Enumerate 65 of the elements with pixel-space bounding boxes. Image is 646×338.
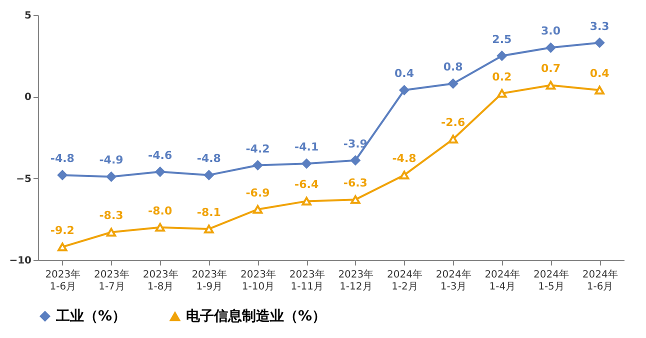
point bbox=[546, 80, 556, 90]
y-tick-label: 5 bbox=[24, 10, 32, 22]
legend-label: 电子信息制造业（%） bbox=[186, 308, 326, 324]
data-label: -9.2 bbox=[50, 224, 74, 237]
data-label: -6.3 bbox=[343, 176, 368, 190]
data-label: 2.5 bbox=[492, 32, 512, 46]
point bbox=[252, 205, 263, 214]
x-tick-label: 2023年 1-8月 bbox=[142, 268, 178, 292]
data-label: 3.3 bbox=[590, 20, 610, 33]
x-tick-label: 2024年 1-5月 bbox=[534, 268, 569, 292]
point bbox=[399, 170, 410, 180]
x-tick-label: 2023年 1-9月 bbox=[192, 268, 228, 292]
x-tick-label: 2023年 1-12月 bbox=[338, 268, 374, 292]
data-label: -4.8 bbox=[196, 152, 221, 166]
x-tick-label: 2023年 1-6月 bbox=[45, 268, 81, 292]
data-label: 0.2 bbox=[492, 70, 512, 84]
point bbox=[302, 158, 312, 169]
data-label: 3.0 bbox=[541, 24, 561, 38]
data-label: -8.0 bbox=[148, 204, 172, 218]
y-tick-label: 0 bbox=[24, 92, 32, 104]
data-label: -6.4 bbox=[294, 178, 319, 192]
x-tick-label: 2024年 1-2月 bbox=[387, 268, 422, 292]
x-tick-label: 2023年 1-11月 bbox=[289, 268, 325, 292]
point bbox=[204, 224, 214, 234]
data-label: 0.4 bbox=[394, 67, 414, 80]
x-tick-label: 2024年 1-6月 bbox=[582, 268, 618, 292]
y-tick-label: −10 bbox=[9, 256, 32, 266]
point bbox=[448, 134, 458, 144]
legend-label: 工业（%） bbox=[55, 308, 126, 324]
x-tick-label: 2023年 1-10月 bbox=[240, 268, 276, 292]
x-tick-label: 2024年 1-3月 bbox=[436, 268, 472, 292]
point bbox=[302, 196, 312, 206]
point bbox=[155, 222, 165, 232]
point bbox=[106, 228, 116, 237]
point bbox=[204, 170, 214, 180]
data-label: 0.7 bbox=[541, 62, 560, 76]
point bbox=[350, 195, 360, 204]
data-label: -6.9 bbox=[246, 186, 270, 200]
point bbox=[594, 38, 604, 48]
data-label: -2.6 bbox=[441, 116, 466, 130]
data-label: -4.9 bbox=[99, 154, 124, 167]
data-label: 0.4 bbox=[590, 67, 610, 80]
data-label: -4.8 bbox=[392, 152, 416, 166]
data-label: 0.8 bbox=[443, 60, 463, 74]
point bbox=[155, 166, 165, 177]
point bbox=[252, 160, 263, 170]
data-label: -4.6 bbox=[148, 148, 172, 162]
x-tick-label: 2024年 1-4月 bbox=[484, 268, 520, 292]
data-label: -8.1 bbox=[196, 206, 221, 219]
point bbox=[399, 85, 410, 96]
point bbox=[58, 242, 68, 252]
point bbox=[448, 78, 458, 88]
point bbox=[497, 50, 507, 61]
x-tick-label: 2023年 1-7月 bbox=[94, 268, 130, 292]
data-label: -4.8 bbox=[50, 152, 74, 166]
point bbox=[58, 170, 68, 180]
point bbox=[106, 172, 116, 182]
point bbox=[594, 86, 604, 94]
point bbox=[497, 89, 507, 98]
data-label: -8.3 bbox=[99, 209, 124, 222]
y-tick-label: −5 bbox=[16, 174, 32, 185]
point bbox=[350, 155, 360, 166]
point bbox=[546, 42, 556, 53]
data-label: -4.1 bbox=[294, 140, 319, 154]
data-label: -4.2 bbox=[246, 142, 270, 156]
